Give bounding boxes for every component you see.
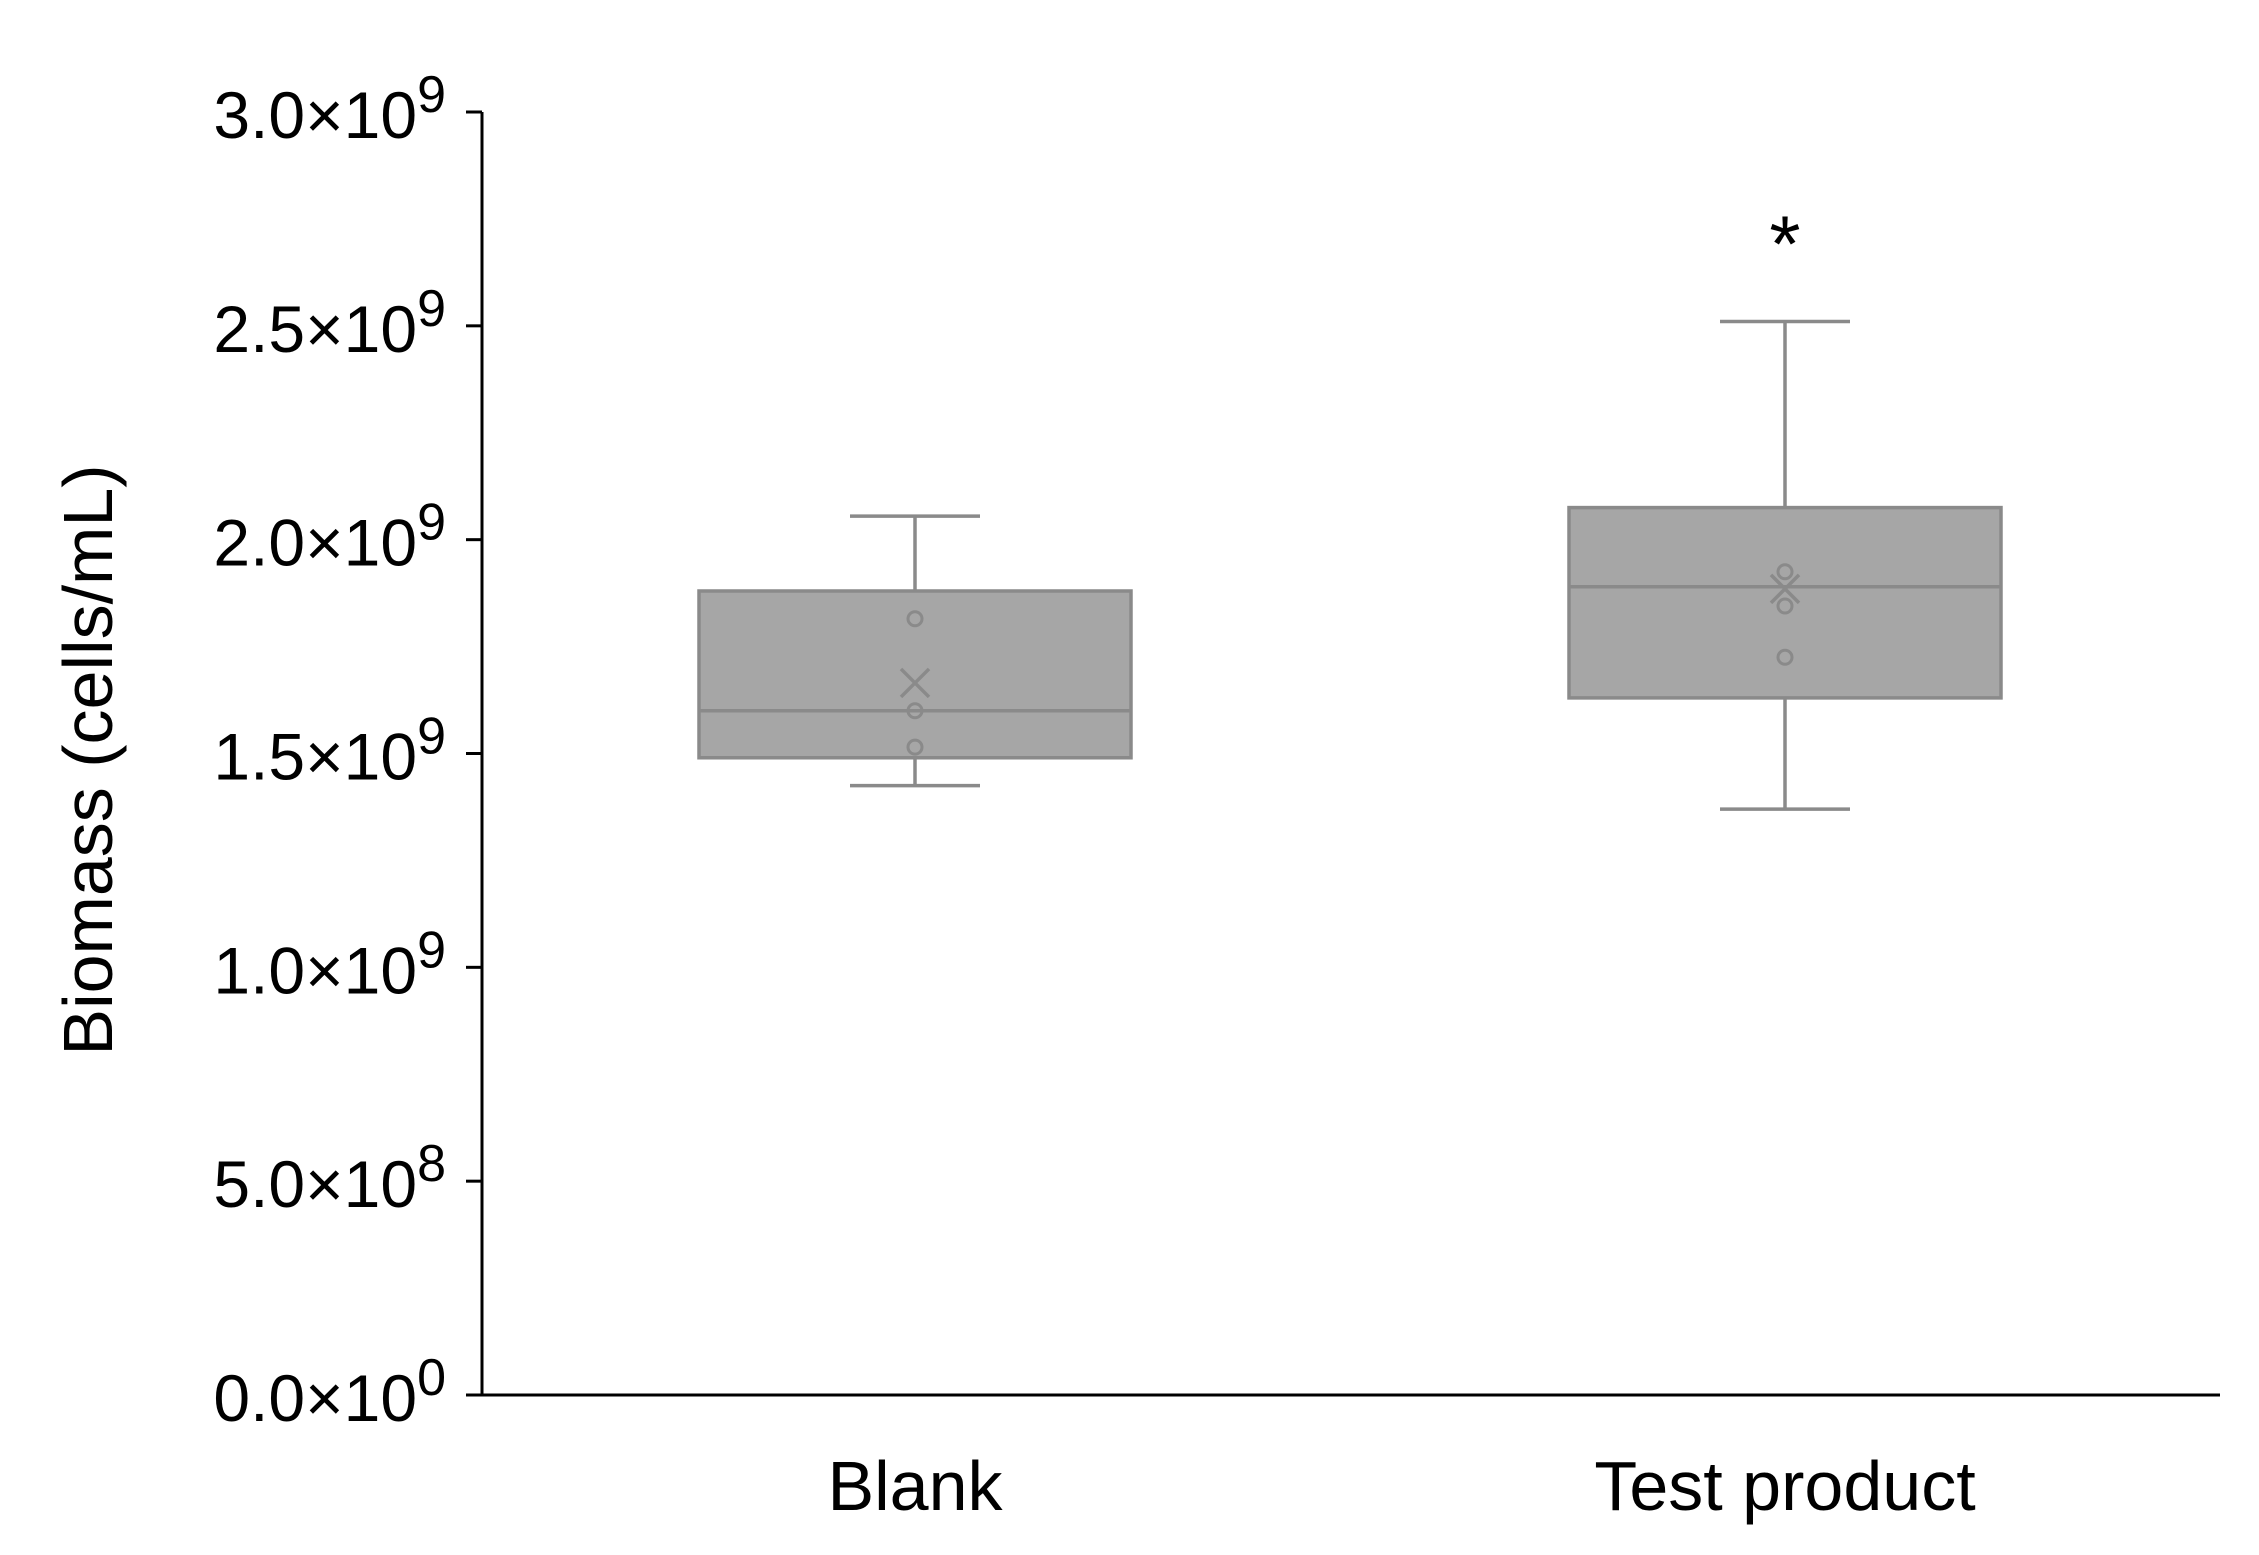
significance-marker: * [1769, 200, 1800, 289]
y-tick-label: 2.5×109 [213, 280, 446, 366]
box-blank [697, 514, 1133, 788]
box-test-product: * [1567, 200, 2003, 811]
y-tick-label: 5.0×108 [213, 1135, 446, 1221]
data-point [906, 610, 924, 628]
x-axis: Blank Test product [482, 1393, 2220, 1525]
data-point [906, 738, 924, 756]
mean-marker [899, 667, 931, 699]
y-axis-label: Biomass (cells/mL) [49, 464, 127, 1055]
y-tick-label: 0.0×100 [213, 1349, 446, 1435]
data-point [906, 702, 924, 720]
mean-marker [1769, 573, 1801, 605]
x-tick-label: Blank [827, 1447, 1003, 1525]
y-axis: 0.0×100 5.0×108 1.0×109 1.5×109 2.0×109 2.5×1… [213, 66, 484, 1435]
y-tick-label: 1.0×109 [213, 921, 446, 1007]
x-tick-label: Test product [1594, 1447, 1975, 1525]
data-point [1776, 563, 1794, 581]
y-tick-label: 3.0×109 [213, 66, 446, 152]
plot-area: * [697, 200, 2003, 811]
y-tick-label: 2.0×109 [213, 494, 446, 580]
interquartile-box [1567, 505, 2003, 700]
y-tick-label: 1.5×109 [213, 708, 446, 794]
data-point [1776, 648, 1794, 666]
data-point [1776, 597, 1794, 615]
interquartile-box [697, 589, 1133, 760]
